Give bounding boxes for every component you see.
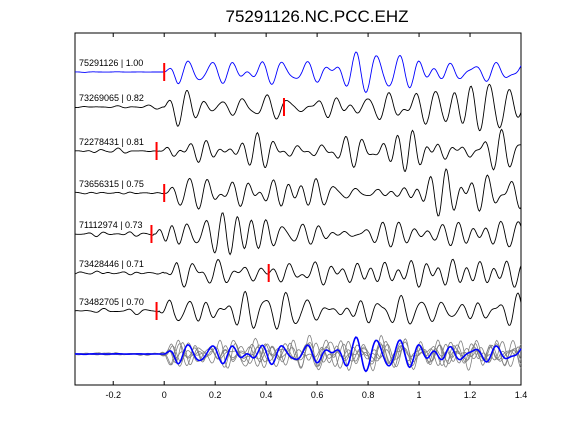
trace-label: 73482705 | 0.70 <box>79 297 144 307</box>
trace-label: 73269065 | 0.82 <box>79 93 144 103</box>
x-tick-label: 0 <box>162 390 167 400</box>
x-tick-label: 0.8 <box>362 390 375 400</box>
x-tick-label: 1.4 <box>515 390 528 400</box>
trace-line <box>75 51 522 94</box>
trace-label: 71112974 | 0.73 <box>79 220 143 230</box>
x-tick-label: 0.6 <box>311 390 324 400</box>
trace-label: 73428446 | 0.71 <box>79 259 144 269</box>
trace-label: 72278431 | 0.81 <box>79 137 144 147</box>
trace-line <box>74 128 521 172</box>
plot-area: -0.2 0 0.2 0.4 0.6 0.8 1 1.2 1.4 75291126 | 1.00 7… <box>74 32 528 400</box>
trace-label: 73656315 | 0.75 <box>79 179 144 189</box>
axes-frame <box>74 32 522 386</box>
trace-label: 75291126 | 1.00 <box>79 58 143 68</box>
stack-reference-line <box>75 336 522 373</box>
x-tick-label: -0.2 <box>105 390 121 400</box>
x-tick-label: 0.2 <box>209 390 222 400</box>
chart-title: 75291126.NC.PCC.EHZ <box>226 7 409 26</box>
trace-line <box>74 290 522 330</box>
trace-line <box>74 258 522 288</box>
x-tick-label: 0.4 <box>260 390 273 400</box>
x-tick-label: 1.2 <box>464 390 477 400</box>
x-tick-label: 1 <box>417 390 422 400</box>
trace-line <box>75 168 522 217</box>
trace-line <box>75 83 522 132</box>
trace-line <box>74 212 522 256</box>
